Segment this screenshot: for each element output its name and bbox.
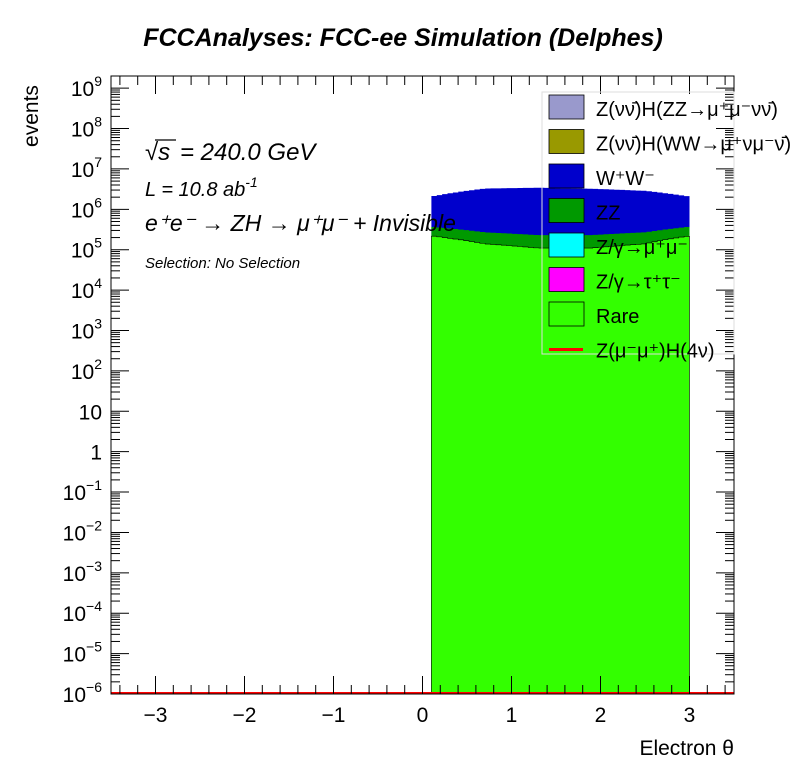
annotation-lumi: L = 10.8 ab <box>145 179 245 201</box>
y-tick-exponent: 9 <box>94 73 102 89</box>
y-tick-label: 10−3 <box>63 558 103 586</box>
y-tick-base: 10 <box>71 119 94 142</box>
x-axis: −3 −2 −1 0 1 2 3 <box>119 76 726 727</box>
y-tick-base: 10 <box>79 401 102 424</box>
y-tick-exponent: 8 <box>94 114 102 130</box>
y-tick-label: 10−2 <box>63 517 103 545</box>
x-tick-label: −3 <box>144 704 168 727</box>
y-tick-exponent: −4 <box>86 598 102 614</box>
y-tick-exponent: 6 <box>94 194 102 210</box>
y-tick-base: 10 <box>71 320 94 343</box>
y-tick-label: 107 <box>71 154 102 182</box>
legend: Z(νν̄)H(ZZ→μ⁺μ⁻νν̄) Z(νν̄)H(WW→μ⁺νμ⁻ν̄) W⁺… <box>541 91 791 363</box>
x-tick-label: 0 <box>417 704 429 727</box>
y-axis-label: events <box>20 85 43 147</box>
legend-border <box>541 91 735 355</box>
annotation-sqrt-s: = 240.0 GeV <box>180 139 317 166</box>
y-tick-exponent: −6 <box>86 679 102 695</box>
x-tick-label: 2 <box>595 704 607 727</box>
y-axis: 10−610−510−410−310−210−11101021031041051… <box>63 73 734 707</box>
sqrt-s-symbol: √s <box>145 139 170 166</box>
legend-label: Z/γ→μ⁺μ⁻ <box>596 237 688 259</box>
annotation-selection: Selection: No Selection <box>145 255 300 272</box>
legend-label: W⁺W⁻ <box>596 168 655 190</box>
y-tick-base: 10 <box>71 159 94 182</box>
legend-label: Z(μ⁻μ⁺)H(4ν) <box>596 341 715 363</box>
x-axis-label: Electron θ <box>639 737 734 760</box>
legend-swatch <box>548 267 585 292</box>
y-tick-base: 10 <box>63 522 86 545</box>
y-tick-exponent: 7 <box>94 154 102 170</box>
y-tick-label: 106 <box>71 194 102 222</box>
legend-swatch <box>548 232 585 258</box>
x-tick-label: 3 <box>684 704 696 727</box>
x-tick-label: −1 <box>322 704 346 727</box>
y-tick-base: 10 <box>71 240 94 263</box>
y-tick-base: 10 <box>63 603 86 626</box>
y-tick-label: 105 <box>71 235 102 263</box>
y-tick-label: 1 <box>90 442 102 465</box>
legend-swatch <box>548 163 585 189</box>
y-tick-exponent: −3 <box>86 558 102 574</box>
y-tick-label: 102 <box>71 356 102 384</box>
plot-area <box>111 187 734 695</box>
y-tick-base: 10 <box>63 563 86 586</box>
y-tick-exponent: −2 <box>86 517 102 533</box>
y-tick-exponent: −1 <box>86 477 102 493</box>
y-tick-label: 108 <box>71 114 102 142</box>
y-tick-label: 104 <box>71 275 102 303</box>
legend-label: Rare <box>596 306 639 328</box>
y-tick-base: 10 <box>71 78 94 101</box>
legend-swatch <box>548 301 585 327</box>
y-tick-exponent: 3 <box>94 315 102 331</box>
annotation-lumi-text: L = 10.8 ab-1 <box>145 174 258 201</box>
y-tick-label: 10−1 <box>63 477 103 505</box>
y-tick-base: 10 <box>63 684 86 707</box>
y-tick-label: 10−4 <box>63 598 103 626</box>
y-tick-exponent: 5 <box>94 235 102 251</box>
legend-swatch <box>548 94 585 120</box>
legend-label: ZZ <box>596 203 620 225</box>
x-tick-label: 1 <box>506 704 518 727</box>
legend-swatch <box>548 129 585 154</box>
legend-label: Z(νν̄)H(WW→μ⁺νμ⁻ν̄) <box>596 134 791 156</box>
y-tick-label: 10−5 <box>63 639 103 667</box>
y-tick-exponent: 4 <box>94 275 102 291</box>
y-tick-label: 10 <box>79 401 102 424</box>
legend-swatch <box>548 198 585 223</box>
y-tick-label: 103 <box>71 315 102 343</box>
annotation-group: √s = 240.0 GeV L = 10.8 ab-1 e⁺e⁻ → ZH →… <box>145 139 456 272</box>
y-tick-base: 1 <box>90 442 102 465</box>
legend-label: Z(νν̄)H(ZZ→μ⁺μ⁻νν̄) <box>596 99 778 121</box>
y-tick-exponent: 2 <box>94 356 102 372</box>
legend-label: Z/γ→τ⁺τ⁻ <box>596 272 681 294</box>
annotation-process: e⁺e⁻ → ZH → μ⁺μ⁻ + Invisible <box>145 210 456 236</box>
chart-title: FCCAnalyses: FCC-ee Simulation (Delphes) <box>143 24 663 52</box>
x-tick-label: −2 <box>233 704 257 727</box>
y-tick-base: 10 <box>63 644 86 667</box>
annotation-lumi-exp: -1 <box>245 174 257 190</box>
y-tick-exponent: −5 <box>86 639 102 655</box>
y-tick-base: 10 <box>63 482 86 505</box>
y-tick-base: 10 <box>71 280 94 303</box>
y-tick-base: 10 <box>71 199 94 222</box>
y-tick-base: 10 <box>71 361 94 384</box>
y-tick-label: 10−6 <box>63 679 103 707</box>
y-tick-label: 109 <box>71 73 102 101</box>
